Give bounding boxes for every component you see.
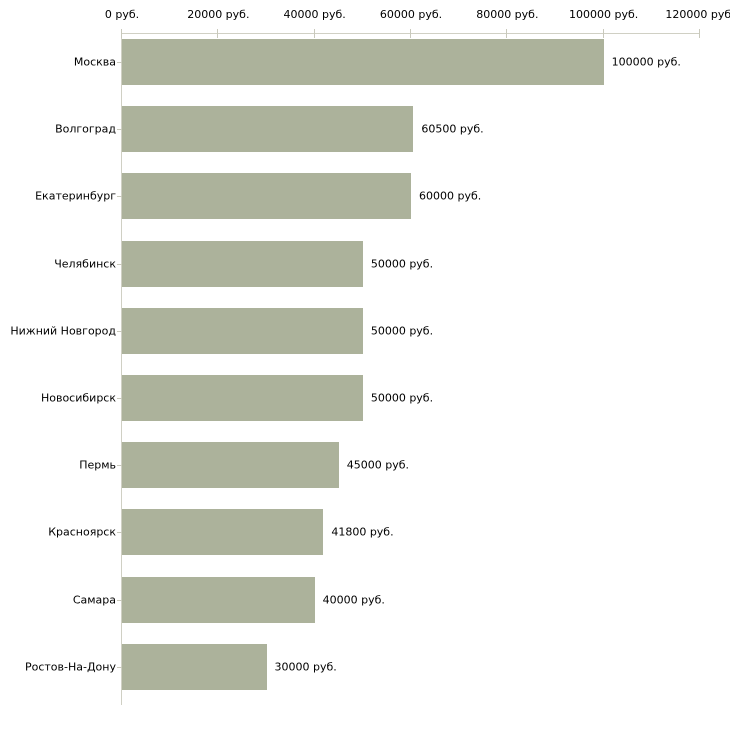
y-axis-tick: [117, 129, 122, 131]
y-axis-tick: [117, 599, 122, 601]
x-axis-tick: [602, 29, 604, 38]
category-label: Красноярск: [48, 525, 116, 539]
y-axis-tick: [117, 666, 122, 668]
bar: [122, 375, 363, 421]
bar-row: Ростов-На-Дону 30000 руб.: [25, 639, 700, 706]
value-label: 40000 руб.: [322, 593, 385, 607]
bar-row: Москва 100000 руб.: [74, 34, 700, 101]
value-label: 100000 руб.: [611, 55, 681, 69]
category-label: Екатеринбург: [35, 189, 116, 203]
value-label: 50000 руб.: [370, 324, 434, 338]
category-label: Челябинск: [54, 257, 116, 271]
y-axis-tick: [117, 532, 122, 534]
bar-row: Самара 40000 руб.: [73, 572, 700, 639]
bar: [122, 643, 267, 690]
y-axis-tick: [117, 330, 122, 332]
x-axis-label: 60000 руб.: [379, 8, 443, 21]
x-axis-tick: [313, 29, 315, 38]
plot-area: 0 руб. 20000 руб. 40000 руб. 60000 руб. 8000…: [10, 8, 730, 706]
x-axis-tick: [121, 29, 122, 38]
y-axis-tick: [117, 465, 122, 467]
bar: [122, 509, 324, 556]
bar: [122, 106, 414, 153]
category-label: Новосибирск: [40, 391, 116, 405]
category-label: Самара: [72, 593, 116, 607]
bar: [122, 307, 363, 354]
x-axis-label: 40000 руб.: [283, 8, 346, 21]
bar-row: Челябинск 50000 руб.: [54, 236, 700, 303]
x-axis-label: 20000 руб.: [187, 8, 250, 21]
category-label: Волгоград: [55, 122, 116, 136]
value-label: 60500 руб.: [421, 122, 484, 136]
bar-row: Красноярск 41800 руб.: [48, 504, 700, 571]
bar-row: Новосибирск 50000 руб.: [41, 370, 700, 437]
value-label: 50000 руб.: [370, 257, 434, 271]
y-axis-tick: [117, 263, 122, 265]
bar: [122, 442, 339, 489]
x-axis-tick: [699, 29, 700, 38]
bar: [122, 576, 315, 623]
bar: [122, 39, 604, 85]
category-label: Ростов-На-Дону: [24, 660, 116, 674]
x-axis-label: 80000 руб.: [476, 8, 539, 21]
category-label: Москва: [73, 55, 116, 69]
value-label: 60000 руб.: [419, 189, 482, 203]
category-label: Пермь: [79, 458, 116, 472]
x-axis-tick: [506, 29, 508, 38]
value-label: 30000 руб.: [274, 660, 337, 674]
y-axis-tick: [117, 62, 122, 63]
x-axis-label: 0 руб.: [104, 8, 140, 21]
x-axis-label: 100000 руб.: [569, 8, 639, 21]
value-label: 45000 руб.: [346, 458, 410, 472]
x-axis-tick: [217, 29, 219, 38]
bar-row: Нижний Новгород 50000 руб.: [10, 303, 700, 370]
bar-row: Пермь 45000 руб.: [79, 437, 700, 504]
x-axis-label: 120000 руб.: [665, 8, 730, 21]
x-axis-tick: [410, 29, 411, 38]
bar-row: Екатеринбург 60000 руб.: [35, 168, 700, 235]
category-label: Нижний Новгород: [10, 324, 116, 338]
bar: [122, 240, 363, 287]
y-axis-tick: [117, 398, 122, 399]
value-label: 41800 руб.: [331, 525, 394, 539]
y-axis-tick: [117, 196, 122, 198]
bar-row: Волгоград 60500 руб.: [55, 101, 700, 168]
bar: [122, 173, 411, 220]
value-label: 50000 руб.: [370, 391, 434, 405]
